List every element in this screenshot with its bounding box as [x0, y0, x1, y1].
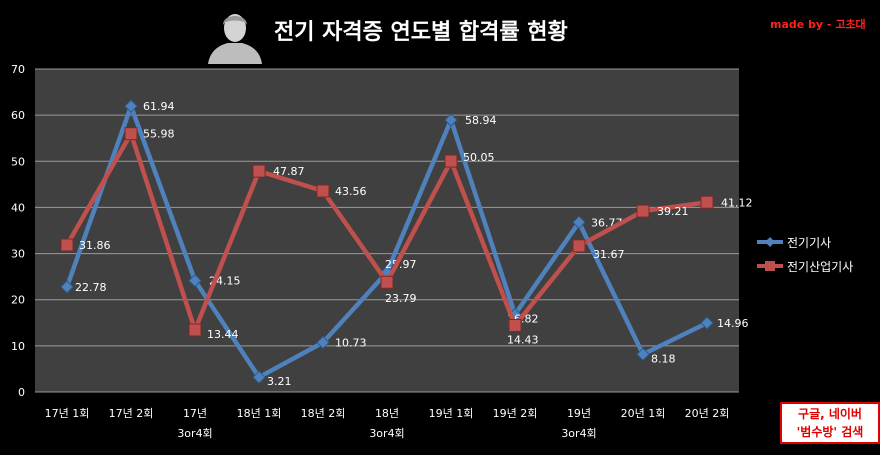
data-point-marker — [60, 238, 74, 252]
x-tick-label: 20년 1회 — [621, 407, 666, 420]
y-tick-label: 70 — [11, 63, 25, 76]
data-point-marker — [508, 318, 522, 332]
data-label: 10.73 — [335, 336, 367, 349]
data-label: 61.94 — [143, 100, 175, 113]
data-label: 58.94 — [465, 114, 497, 127]
data-label: 43.56 — [335, 185, 367, 198]
x-tick-label: 18년 — [375, 407, 399, 420]
data-point-marker — [60, 280, 74, 294]
data-point-marker — [700, 316, 714, 330]
data-label: 31.86 — [79, 239, 111, 252]
x-tick-label: 3or4회 — [561, 427, 596, 440]
data-point-marker — [316, 335, 330, 350]
data-label: 50.05 — [463, 151, 495, 164]
data-point-marker — [444, 154, 458, 168]
y-tick-label: 60 — [11, 109, 25, 122]
data-label: 31.67 — [593, 248, 625, 261]
legend-marker — [765, 237, 775, 247]
data-label: 47.87 — [273, 165, 305, 178]
x-tick-label: 17년 2회 — [109, 407, 154, 420]
data-point-marker — [572, 239, 586, 253]
data-label: 14.43 — [507, 333, 539, 346]
data-label: 39.21 — [657, 205, 689, 218]
data-point-marker — [188, 323, 202, 337]
data-label: 23.79 — [385, 292, 417, 305]
data-point-marker — [188, 273, 202, 288]
y-tick-label: 20 — [11, 294, 25, 307]
data-point-marker — [380, 275, 394, 289]
data-label: 22.78 — [75, 281, 107, 294]
y-tick-label: 50 — [11, 155, 25, 168]
data-point-marker — [636, 204, 650, 218]
data-point-marker — [572, 215, 586, 230]
legend-marker — [765, 261, 775, 271]
data-label: 14.96 — [717, 317, 749, 330]
chart-title: 전기 자격증 연도별 합격률 현황 — [274, 20, 568, 45]
data-label: 55.98 — [143, 128, 175, 141]
data-label: 8.18 — [651, 352, 676, 365]
x-tick-label: 19년 2회 — [493, 407, 538, 420]
data-point-marker — [636, 347, 650, 361]
y-tick-label: 10 — [11, 340, 25, 353]
x-tick-label: 3or4회 — [369, 427, 404, 440]
x-tick-label: 18년 1회 — [237, 407, 282, 420]
x-tick-label: 17년 — [183, 407, 207, 420]
notice-line-1: 구글, 네이버 — [798, 407, 862, 421]
data-point-marker — [316, 184, 330, 198]
data-point-marker — [444, 113, 458, 127]
plot-area — [35, 69, 739, 392]
x-tick-label: 17년 1회 — [45, 407, 90, 420]
y-tick-label: 40 — [11, 201, 25, 214]
data-label: 3.21 — [267, 375, 292, 388]
x-tick-label: 3or4회 — [177, 427, 212, 440]
data-point-marker — [124, 99, 138, 113]
search-notice: 구글, 네이버 '범수방' 검색 — [780, 402, 880, 444]
x-tick-label: 20년 2회 — [685, 407, 730, 420]
data-point-marker — [700, 195, 714, 209]
data-label: 41.12 — [721, 196, 753, 209]
data-point-marker — [252, 164, 266, 178]
legend-label: 전기기사 — [787, 236, 831, 250]
person-silhouette-icon — [204, 8, 266, 64]
x-tick-label: 18년 2회 — [301, 407, 346, 420]
data-point-marker — [252, 370, 266, 384]
x-tick-label: 19년 — [567, 407, 591, 420]
legend-label: 전기산업기사 — [787, 260, 853, 274]
data-point-marker — [124, 127, 138, 141]
notice-line-2: '범수방' 검색 — [796, 425, 864, 439]
credit-text: made by - 고초대 — [770, 18, 866, 31]
data-label: 13.44 — [207, 328, 239, 341]
x-tick-label: 19년 1회 — [429, 407, 474, 420]
y-tick-label: 30 — [11, 248, 25, 261]
y-tick-label: 0 — [18, 386, 25, 399]
